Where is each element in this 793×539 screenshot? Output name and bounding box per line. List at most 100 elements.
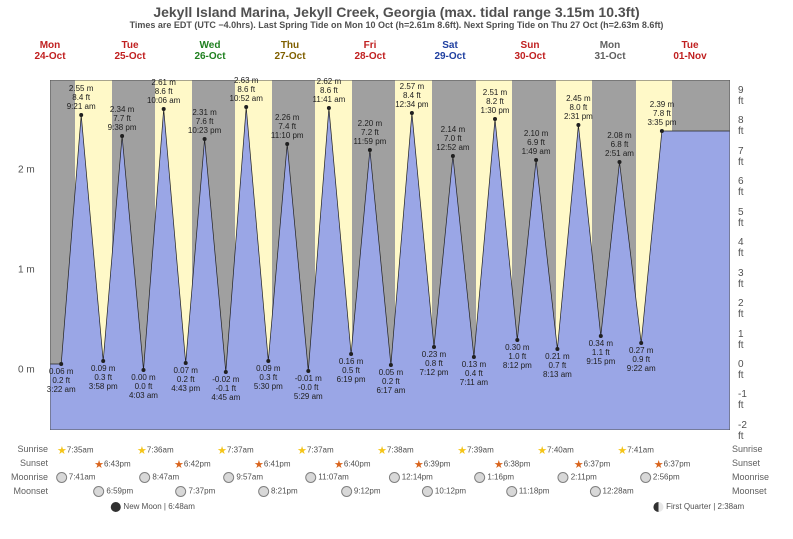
high-tide-label: 2.62 m8.6 ft11:41 am <box>313 78 346 104</box>
moonset-item: 11:18pm <box>506 486 550 497</box>
sunrise-item: ★7:36am <box>137 444 174 457</box>
tide-point <box>368 148 372 152</box>
sunrise-item: ★7:39am <box>457 444 494 457</box>
low-tide-label: 0.34 m1.1 ft9:15 pm <box>586 340 615 366</box>
moonset-item: 6:59pm <box>93 486 133 497</box>
tide-point <box>184 361 188 365</box>
high-tide-label: 2.39 m7.8 ft3:35 pm <box>647 101 676 127</box>
moonrise-label-left: Moonrise <box>0 472 48 482</box>
moonset-label-left: Moonset <box>0 486 48 496</box>
high-tide-label: 2.45 m8.0 ft2:31 pm <box>564 95 593 121</box>
tide-point <box>451 154 455 158</box>
tide-point <box>432 345 436 349</box>
date-label: Wed26-Oct <box>180 40 240 62</box>
tide-point <box>327 106 331 110</box>
tide-point <box>285 142 289 146</box>
high-tide-label: 2.31 m7.6 ft10:23 pm <box>188 109 221 135</box>
y-tick-right: 1 ft <box>738 329 744 351</box>
low-tide-label: -0.01 m-0.0 ft5:29 am <box>294 375 323 401</box>
sunrise-item: ★7:40am <box>537 444 574 457</box>
y-tick-left: 1 m <box>18 265 35 276</box>
y-tick-right: 8 ft <box>738 115 744 137</box>
high-tide-label: 2.10 m6.9 ft1:49 am <box>522 130 551 156</box>
tide-point <box>660 129 664 133</box>
sunset-item: ★6:38pm <box>494 458 531 471</box>
sunset-item: ★6:39pm <box>414 458 451 471</box>
tide-point <box>555 347 559 351</box>
date-label: Sat29-Oct <box>420 40 480 62</box>
high-tide-label: 2.20 m7.2 ft11:59 pm <box>354 120 387 146</box>
high-tide-label: 2.51 m8.2 ft1:30 pm <box>481 89 510 115</box>
axis-dates: Mon24-OctTue25-OctWed26-OctThu27-OctFri2… <box>50 40 730 80</box>
moonrise-item: 1:16pm <box>474 472 514 483</box>
tide-point <box>306 369 310 373</box>
high-tide-label: 2.57 m8.4 ft12:34 pm <box>395 83 428 109</box>
moonrise-item: 12:14pm <box>389 472 433 483</box>
tide-point <box>349 352 353 356</box>
moonset-label-right: Moonset <box>732 486 780 496</box>
tide-point <box>59 362 63 366</box>
tide-point <box>142 368 146 372</box>
moonset-item: 9:12pm <box>341 486 381 497</box>
low-tide-label: 0.16 m0.5 ft6:19 pm <box>337 358 366 384</box>
moonset-item: 10:12pm <box>422 486 466 497</box>
low-tide-label: 0.30 m1.0 ft8:12 pm <box>503 344 532 370</box>
sunrise-item: ★7:37am <box>217 444 254 457</box>
low-tide-label: -0.02 m-0.1 ft4:45 am <box>211 376 240 402</box>
y-tick-right: 7 ft <box>738 146 744 168</box>
moonset-item: 12:28am <box>589 486 633 497</box>
low-tide-label: 0.06 m0.2 ft3:22 am <box>47 368 76 394</box>
low-tide-label: 0.13 m0.4 ft7:11 am <box>460 361 488 387</box>
tide-point <box>639 341 643 345</box>
high-tide-label: 2.26 m7.4 ft11:10 pm <box>271 114 304 140</box>
date-label: Tue01-Nov <box>660 40 720 62</box>
sunset-item: ★6:43pm <box>94 458 131 471</box>
tide-point <box>472 355 476 359</box>
y-tick-right: 3 ft <box>738 268 744 290</box>
tide-point <box>120 134 124 138</box>
tide-point <box>203 137 207 141</box>
moonset-item: 7:37pm <box>176 486 216 497</box>
low-tide-label: 0.00 m0.0 ft4:03 am <box>129 374 158 400</box>
tide-point <box>244 105 248 109</box>
low-tide-label: 0.21 m0.7 ft8:13 am <box>543 353 572 379</box>
y-tick-right: 4 ft <box>738 237 744 259</box>
moonrise-label-right: Moonrise <box>732 472 780 482</box>
sunrise-item: ★7:38am <box>377 444 414 457</box>
tide-point <box>599 334 603 338</box>
tide-point <box>515 338 519 342</box>
tide-point <box>618 160 622 164</box>
tide-point <box>101 359 105 363</box>
date-label: Thu27-Oct <box>260 40 320 62</box>
tide-point <box>389 363 393 367</box>
high-tide-label: 2.14 m7.0 ft12:52 am <box>436 126 469 152</box>
tide-point <box>534 158 538 162</box>
tide-point <box>79 113 83 117</box>
chart-area: Mon24-OctTue25-OctWed26-OctThu27-OctFri2… <box>50 40 730 430</box>
y-tick-right: 5 ft <box>738 207 744 229</box>
date-label: Mon31-Oct <box>580 40 640 62</box>
date-label: Mon24-Oct <box>20 40 80 62</box>
date-label: Sun30-Oct <box>500 40 560 62</box>
sunrise-item: ★7:35am <box>57 444 94 457</box>
sunset-item: ★6:37pm <box>574 458 611 471</box>
moonrise-item: 8:47am <box>139 472 179 483</box>
moonrise-item: 9:57am <box>223 472 263 483</box>
y-tick-left: 2 m <box>18 165 35 176</box>
sunset-item: ★6:40pm <box>334 458 371 471</box>
sunrise-label-right: Sunrise <box>732 444 780 454</box>
sunrise-item: ★7:37am <box>297 444 334 457</box>
sunset-item: ★6:42pm <box>174 458 211 471</box>
y-tick-right: 0 ft <box>738 359 744 381</box>
high-tide-label: 2.55 m8.4 ft9:21 am <box>67 85 96 111</box>
sunset-label-right: Sunset <box>732 458 780 468</box>
y-tick-right: -2 ft <box>738 420 747 442</box>
sunset-label-left: Sunset <box>0 458 48 468</box>
moonrise-item: 7:41am <box>56 472 96 483</box>
chart-title: Jekyll Island Marina, Jekyll Creek, Geor… <box>0 0 793 20</box>
date-label: Tue25-Oct <box>100 40 160 62</box>
high-tide-label: 2.08 m6.8 ft2:51 am <box>605 132 634 158</box>
moon-phase: First Quarter | 2:38am <box>653 502 744 512</box>
low-tide-label: 0.07 m0.2 ft4:43 pm <box>171 367 200 393</box>
y-tick-right: 6 ft <box>738 176 744 198</box>
